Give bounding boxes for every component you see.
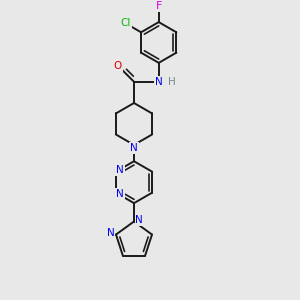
Text: N: N — [107, 228, 115, 238]
Text: N: N — [116, 189, 124, 199]
Text: O: O — [114, 61, 122, 71]
Text: N: N — [130, 143, 138, 153]
Text: N: N — [155, 77, 163, 87]
Text: H: H — [168, 77, 176, 87]
Text: F: F — [155, 1, 162, 11]
Text: Cl: Cl — [121, 18, 131, 28]
Text: N: N — [116, 165, 124, 175]
Text: N: N — [135, 215, 143, 225]
